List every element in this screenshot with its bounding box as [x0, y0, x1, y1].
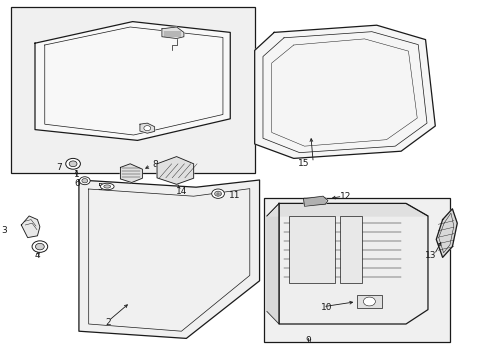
Circle shape: [36, 243, 44, 250]
Circle shape: [363, 297, 375, 306]
Polygon shape: [435, 209, 456, 257]
Circle shape: [65, 158, 80, 169]
Polygon shape: [157, 157, 193, 184]
Text: 10: 10: [320, 303, 331, 312]
Text: 3: 3: [1, 226, 7, 235]
Polygon shape: [140, 123, 154, 133]
Text: 8: 8: [152, 160, 158, 169]
Text: 11: 11: [228, 191, 240, 200]
Text: 4: 4: [35, 251, 40, 260]
Text: 14: 14: [175, 187, 187, 196]
Text: 9: 9: [305, 336, 311, 345]
Polygon shape: [266, 203, 427, 216]
Polygon shape: [79, 180, 259, 338]
Text: 13: 13: [424, 251, 435, 260]
Polygon shape: [21, 216, 40, 238]
Text: 15: 15: [297, 159, 308, 168]
Text: 5: 5: [97, 183, 102, 192]
Text: 7: 7: [56, 163, 61, 172]
Text: 6: 6: [74, 179, 80, 188]
Polygon shape: [120, 164, 142, 183]
Text: 2: 2: [105, 318, 111, 327]
Polygon shape: [266, 203, 279, 324]
Circle shape: [32, 241, 48, 252]
Polygon shape: [254, 25, 434, 158]
Text: 12: 12: [340, 192, 351, 201]
Polygon shape: [279, 203, 427, 324]
Bar: [11, 7, 254, 173]
Bar: [264, 198, 449, 342]
Circle shape: [143, 126, 150, 131]
Circle shape: [81, 179, 87, 183]
Circle shape: [211, 189, 224, 198]
Text: 1: 1: [74, 170, 79, 179]
Circle shape: [214, 191, 221, 196]
Ellipse shape: [103, 185, 110, 188]
Bar: [288, 216, 335, 283]
Circle shape: [79, 177, 90, 185]
Polygon shape: [303, 196, 327, 206]
Ellipse shape: [100, 183, 114, 190]
Bar: [340, 216, 361, 283]
Circle shape: [69, 161, 77, 167]
Bar: [356, 295, 381, 308]
Polygon shape: [35, 22, 230, 140]
Polygon shape: [162, 27, 183, 39]
